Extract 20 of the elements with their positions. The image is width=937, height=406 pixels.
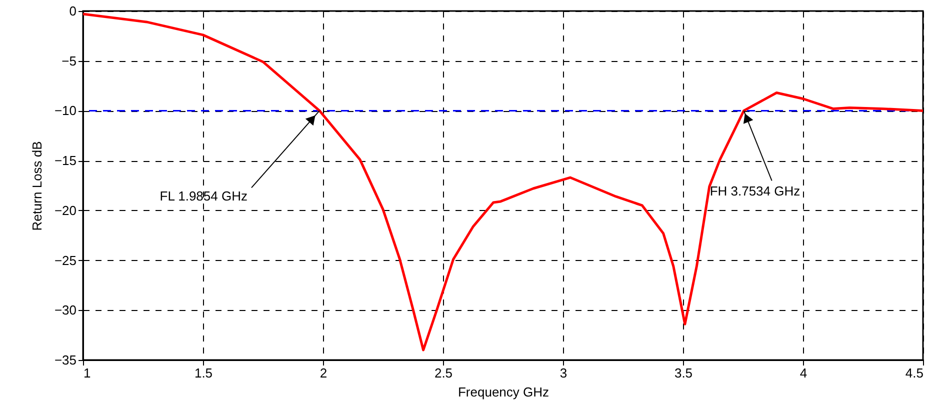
annotation: FH 3.7534 GHz (710, 184, 800, 199)
x-tick-label: 4 (800, 366, 808, 380)
y-tick-label: −35 (54, 352, 76, 368)
y-tick-label: −25 (54, 252, 76, 268)
y-tick-label: −15 (54, 153, 76, 168)
x-tick-label: 4.5 (905, 366, 924, 380)
y-tick-label: −30 (54, 302, 76, 318)
x-axis-title: Frequency GHz (458, 384, 550, 400)
x-tick-label: 2.5 (434, 366, 453, 380)
y-tick-label: −20 (54, 202, 76, 218)
y-tick-label: −5 (62, 53, 76, 68)
x-tick-label: 1 (84, 366, 91, 380)
x-tick-label: 1.5 (194, 366, 213, 380)
annotation: FL 1.9854 GHz (160, 188, 248, 204)
x-tick-label: 2 (320, 366, 328, 380)
y-tick-label: −10 (54, 103, 76, 118)
y-axis-title: Return Loss dB (29, 141, 44, 231)
y-tick-label: 0 (69, 4, 76, 18)
x-tick-label: 3 (560, 366, 568, 380)
x-tick-label: 3.5 (674, 366, 693, 380)
